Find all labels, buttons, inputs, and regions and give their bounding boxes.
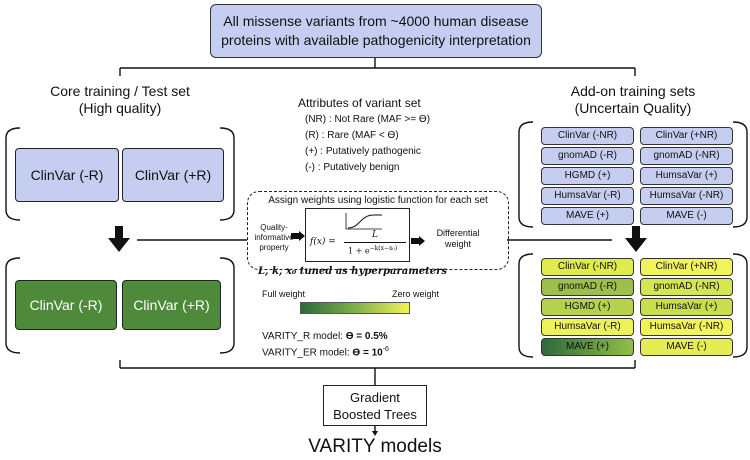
weighted-box: MAVE (-) <box>640 338 733 356</box>
right-arrow-icon <box>291 231 305 241</box>
core-clinvar-pos-r: ClinVar (+R) <box>122 148 224 202</box>
attr-text: Putatively pathogenic <box>325 146 421 157</box>
attr-text: Putatively benign <box>323 162 400 173</box>
addon-box: MAVE (-) <box>640 207 733 225</box>
attr-item: (-) : Putatively benign <box>305 162 400 174</box>
attr-item: (R) : Rare (MAF < ϴ) <box>305 130 399 142</box>
weighting-panel <box>247 191 509 270</box>
weighted-box: HumsaVar (+) <box>640 298 733 316</box>
addon-box: gnomAD (-NR) <box>640 147 733 165</box>
legend-zero-label: Zero weight <box>392 289 440 299</box>
addon-box: HGMD (+) <box>541 167 634 185</box>
formula-lhs: f(x) = <box>310 237 336 247</box>
core-title-line-2: (High quality) <box>78 100 162 116</box>
source-variants-box: All missense variants from ~4000 human d… <box>210 4 542 58</box>
varity-er-threshold: VARITY_ER model: ϴ = 10-6 <box>262 346 389 358</box>
er-value: ϴ = 10 <box>352 347 383 359</box>
source-line-2: proteins with available pathogenicity in… <box>221 32 531 48</box>
attr-code: (NR) : <box>305 114 332 125</box>
gradient-boosted-trees-box: Gradient Boosted Trees <box>323 385 427 426</box>
hyperparameter-note: L, k, x₀ tuned as hyperparameters <box>258 266 448 277</box>
addon-box: HumsaVar (-NR) <box>640 187 733 205</box>
logistic-formula: f(x) = L 1 + e−k(x−x₀) <box>305 208 410 262</box>
attributes-title: Attributes of variant set <box>298 96 421 110</box>
attr-code: (R) : <box>305 130 325 141</box>
legend-full-label: Full weight <box>262 289 306 299</box>
weighted-box: HumsaVar (-NR) <box>640 318 733 336</box>
addon-title-line-1: Add-on training sets <box>570 83 696 99</box>
er-label: VARITY_ER model: <box>262 347 350 359</box>
r-value: ϴ = 0.5% <box>345 331 388 342</box>
core-clinvar-neg-r: ClinVar (-R) <box>15 148 119 202</box>
addon-weighted-grid: ClinVar (-NR) ClinVar (+NR) gnomAD (-R) … <box>541 258 736 356</box>
weighted-box: HGMD (+) <box>541 298 634 316</box>
addon-title-line-2: (Uncertain Quality) <box>574 100 692 116</box>
gbt-line-1: Gradient <box>350 389 400 405</box>
weighted-box: ClinVar (+NR) <box>640 258 733 276</box>
weighted-box: gnomAD (-NR) <box>640 278 733 296</box>
differential-weight-label: Differential weight <box>436 228 480 249</box>
addon-box: HumsaVar (-R) <box>541 187 634 205</box>
formula-den-base: 1 + e <box>348 246 370 256</box>
addon-box: ClinVar (-NR) <box>541 127 634 145</box>
source-line-1: All missense variants from ~4000 human d… <box>223 13 529 29</box>
addon-set-heading: Add-on training sets (Uncertain Quality) <box>533 83 733 117</box>
weighted-box: gnomAD (-R) <box>541 278 634 296</box>
sigmoid-curve-icon <box>345 213 382 230</box>
core-blue-label-1: ClinVar (-R) <box>30 167 104 183</box>
attr-code: (-) : <box>305 162 321 173</box>
core-weighted-clinvar-neg-r: ClinVar (-R) <box>15 280 117 330</box>
formula-exponent: −k(x−x₀) <box>369 245 398 252</box>
gbt-line-2: Boosted Trees <box>333 406 417 422</box>
r-label: VARITY_R model: <box>262 331 343 342</box>
attr-text: Not Rare (MAF >= ϴ) <box>334 114 431 125</box>
attr-item: (NR) : Not Rare (MAF >= ϴ) <box>305 114 430 126</box>
fraction-line <box>344 242 406 243</box>
right-arrow-icon <box>411 236 425 246</box>
formula-numerator: L <box>372 230 378 240</box>
attr-item: (+) : Putatively pathogenic <box>305 146 421 158</box>
core-set-heading: Core training / Test set (High quality) <box>20 83 220 117</box>
attr-text: Rare (MAF < ϴ) <box>327 130 399 141</box>
weighted-box: MAVE (+) <box>541 338 634 356</box>
weighted-box: HumsaVar (-R) <box>541 318 634 336</box>
addon-box: MAVE (+) <box>541 207 634 225</box>
formula-denominator: 1 + e−k(x−x₀) <box>348 245 397 256</box>
core-green-label-2: ClinVar (+R) <box>133 297 210 313</box>
addon-box: gnomAD (-R) <box>541 147 634 165</box>
attr-code: (+) : <box>305 146 324 157</box>
core-weighted-clinvar-pos-r: ClinVar (+R) <box>122 280 221 330</box>
varity-models-title: VARITY models <box>308 436 442 457</box>
addon-box: HumsaVar (+) <box>640 167 733 185</box>
varity-r-threshold: VARITY_R model: ϴ = 0.5% <box>262 331 388 342</box>
weight-gradient-bar <box>300 302 410 314</box>
addon-box: ClinVar (+NR) <box>640 127 733 145</box>
quality-property-label: Quality-informative property <box>254 223 294 252</box>
core-title-line-1: Core training / Test set <box>50 83 190 99</box>
addon-unweighted-grid: ClinVar (-NR) ClinVar (+NR) gnomAD (-R) … <box>541 127 736 225</box>
weighting-title: Assign weights using logistic function f… <box>268 195 488 206</box>
weighted-box: ClinVar (-NR) <box>541 258 634 276</box>
core-green-label-1: ClinVar (-R) <box>29 297 103 313</box>
er-exponent: -6 <box>382 346 389 353</box>
core-blue-label-2: ClinVar (+R) <box>134 167 212 183</box>
